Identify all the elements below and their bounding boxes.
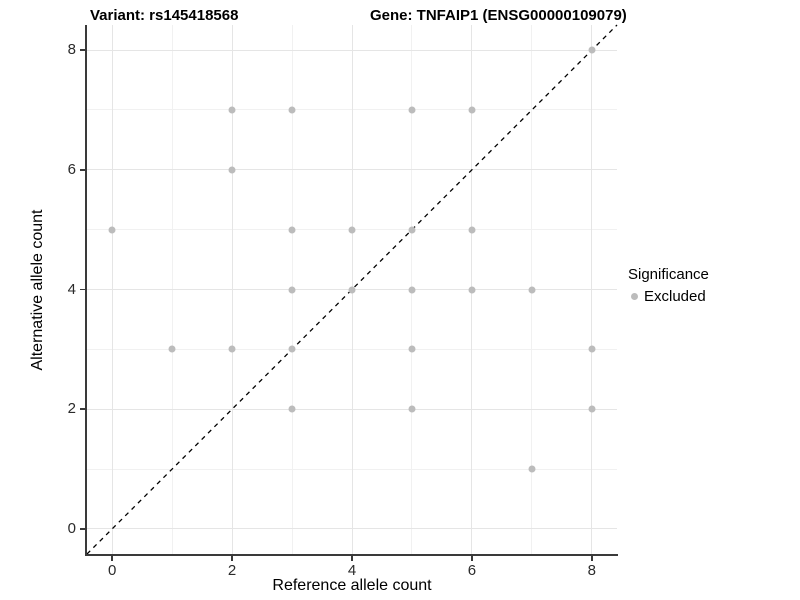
- data-point: [348, 226, 356, 234]
- y-tick-label: 6: [67, 160, 76, 178]
- legend: Significance Excluded: [628, 266, 709, 305]
- y-axis-tick: [80, 49, 85, 51]
- y-axis-line: [85, 25, 87, 556]
- y-axis-tick: [80, 528, 85, 530]
- data-point: [528, 286, 536, 293]
- data-point: [408, 106, 416, 114]
- y-axis-tick: [80, 408, 85, 410]
- legend-title: Significance: [628, 266, 709, 283]
- plot-panel: [86, 24, 618, 555]
- legend-key-dot: [631, 293, 638, 300]
- data-point: [588, 405, 596, 413]
- data-point: [168, 345, 176, 353]
- data-point: [468, 106, 476, 114]
- y-tick-label: 4: [67, 280, 76, 298]
- x-tick-label: 8: [587, 562, 596, 579]
- y-major-gridline: [87, 49, 617, 51]
- x-tick-label: 0: [108, 562, 117, 579]
- y-tick-label: 0: [67, 519, 76, 537]
- variant-title: Variant: rs145418568: [90, 7, 239, 24]
- x-axis-tick: [111, 556, 113, 561]
- x-tick-label: 6: [467, 562, 477, 579]
- legend-item: Excluded: [631, 288, 709, 305]
- legend-items: Excluded: [628, 288, 709, 305]
- x-axis-tick: [351, 556, 353, 561]
- data-point: [228, 345, 236, 353]
- y-axis-tick: [80, 288, 85, 291]
- data-point: [408, 226, 416, 234]
- data-point: [288, 106, 296, 114]
- data-point: [228, 106, 236, 114]
- y-major-gridline: [87, 408, 617, 410]
- x-axis-tick: [471, 556, 473, 561]
- identity-line: [86, 24, 618, 555]
- data-point: [288, 286, 296, 293]
- gene-title: Gene: TNFAIP1 (ENSG00000109079): [370, 7, 627, 24]
- x-axis-line: [85, 554, 618, 556]
- legend-item-label: Excluded: [644, 288, 706, 305]
- data-point: [588, 345, 596, 353]
- data-point: [288, 405, 296, 413]
- data-point: [288, 226, 296, 234]
- x-tick-label: 4: [347, 562, 357, 579]
- y-tick-label: 8: [67, 41, 76, 59]
- y-tick-label: 2: [67, 400, 76, 418]
- x-axis-tick: [231, 556, 233, 561]
- data-point: [408, 345, 416, 353]
- data-point: [228, 166, 236, 174]
- data-point: [348, 286, 356, 293]
- y-axis-tick: [80, 169, 85, 171]
- data-point: [468, 286, 476, 293]
- data-point: [528, 465, 536, 473]
- data-point: [108, 226, 116, 234]
- x-axis-label: Reference allele count: [272, 577, 432, 594]
- data-point: [288, 345, 296, 353]
- data-point: [588, 46, 596, 54]
- data-point: [408, 286, 416, 293]
- x-axis-tick: [591, 556, 593, 561]
- data-point: [468, 226, 476, 234]
- data-point: [408, 405, 416, 413]
- y-major-gridline: [87, 528, 617, 530]
- y-major-gridline: [87, 169, 617, 171]
- x-tick-label: 2: [227, 562, 237, 579]
